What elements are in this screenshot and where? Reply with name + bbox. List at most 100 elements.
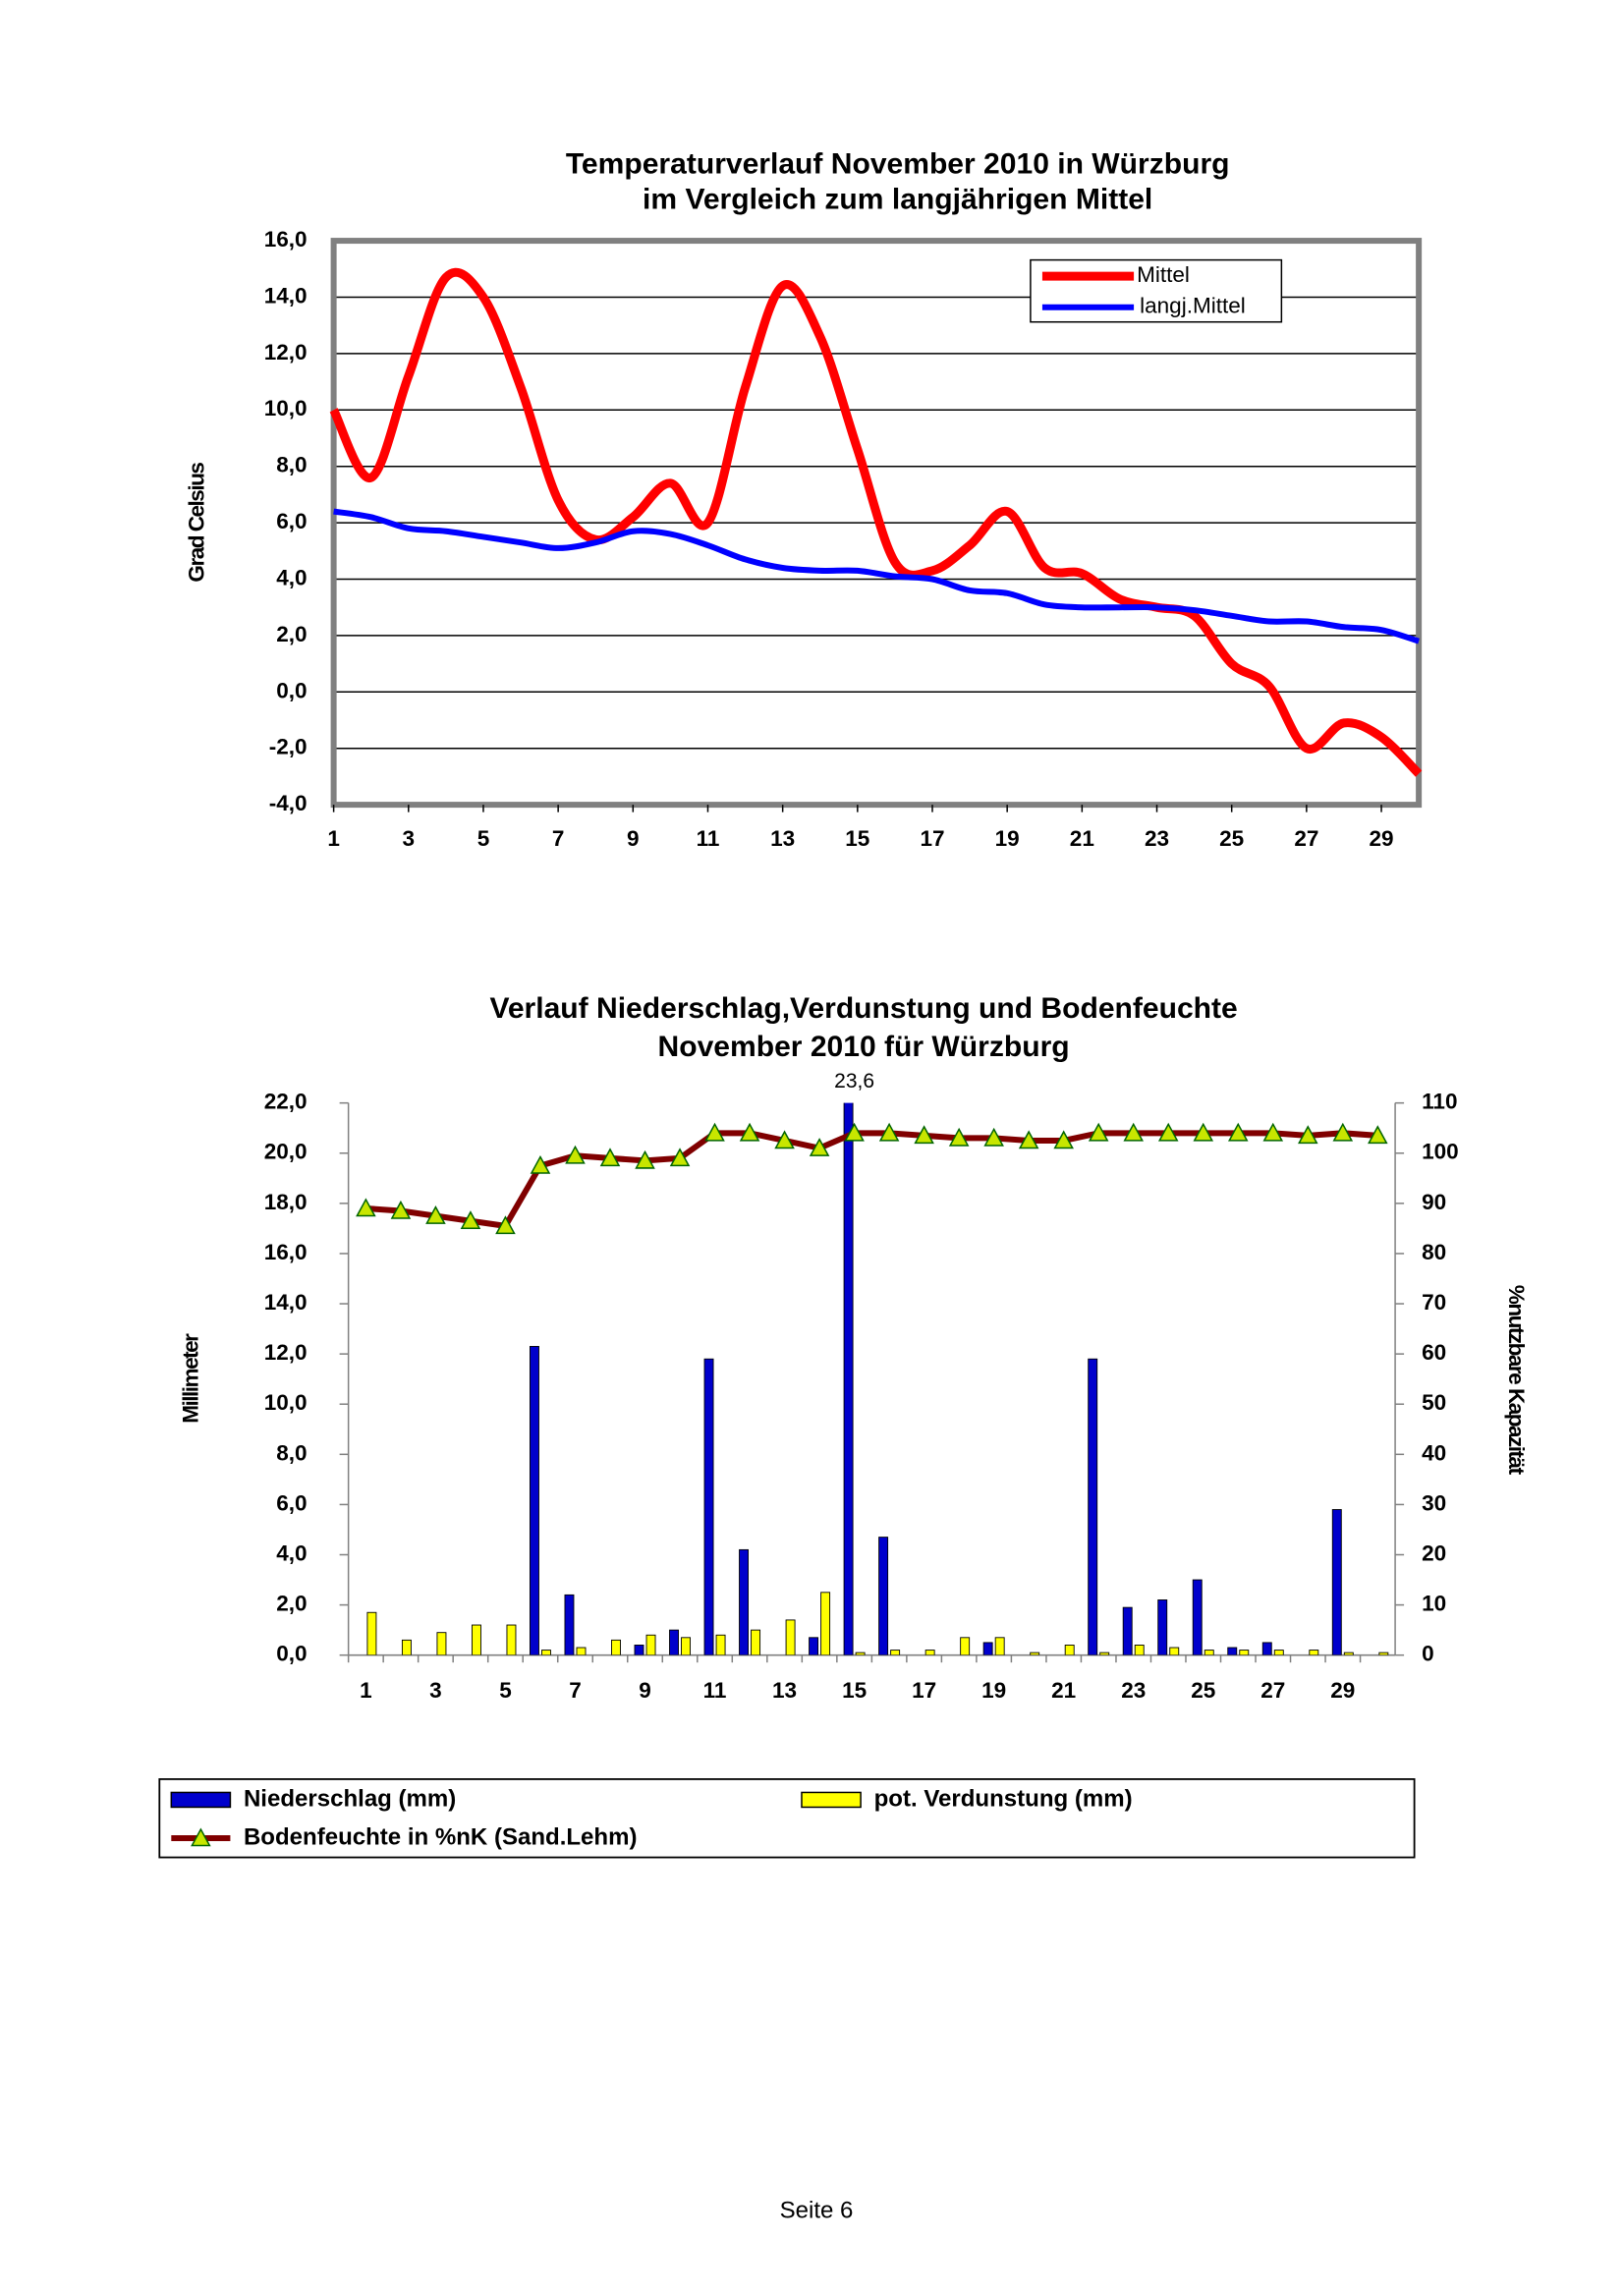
y-tick-label: 6,0 [276, 1490, 307, 1515]
x-tick-label: 23 [1121, 1678, 1146, 1703]
x-tick-label: 1 [360, 1678, 372, 1703]
bar [1169, 1647, 1180, 1655]
y2-tick-label: 100 [1422, 1140, 1459, 1164]
x-tick-label: 21 [1051, 1678, 1076, 1703]
series-line [365, 1130, 1378, 1230]
chart-subtitle: November 2010 für Würzburg [658, 1031, 1070, 1063]
y-tick-label: 22,0 [264, 1090, 308, 1114]
legend-label: langj.Mittel [1140, 294, 1246, 318]
line-marker [1298, 1125, 1318, 1145]
bar [1157, 1599, 1168, 1655]
y-axis-label: Millimeter [178, 1333, 202, 1424]
y-tick-label: 6,0 [276, 509, 307, 533]
bar [1030, 1652, 1040, 1655]
x-tick-label: 21 [1070, 826, 1094, 851]
legend-box [158, 1778, 1416, 1859]
bar [506, 1624, 517, 1655]
bar [1088, 1358, 1098, 1655]
line-marker [1193, 1122, 1214, 1142]
legend-label: pot. Verdunstung (mm) [874, 1785, 1133, 1812]
line-marker [1227, 1122, 1249, 1142]
line-marker [914, 1125, 934, 1145]
y2-tick-label: 0 [1422, 1642, 1434, 1666]
bar [960, 1637, 971, 1655]
y2-tick-label: 90 [1422, 1190, 1446, 1214]
y-tick-label: 8,0 [276, 453, 307, 477]
y-tick-label: -4,0 [269, 791, 308, 815]
bar [1099, 1652, 1110, 1655]
x-tick-label: 25 [1219, 826, 1244, 851]
data-label: 23,6 [834, 1070, 874, 1092]
bar [669, 1629, 679, 1655]
x-tick-label: 5 [499, 1678, 512, 1703]
bar [436, 1632, 447, 1655]
line-marker [356, 1198, 376, 1217]
x-tick-label: 13 [770, 826, 795, 851]
line-marker [704, 1122, 725, 1142]
y2-tick-label: 50 [1422, 1390, 1446, 1415]
y2-tick-label: 40 [1422, 1440, 1446, 1465]
bar [634, 1645, 644, 1655]
x-tick-label: 3 [429, 1678, 442, 1703]
x-tick-label: 17 [912, 1678, 936, 1703]
bar [1261, 1642, 1272, 1655]
bar [890, 1650, 901, 1655]
y-tick-label: 4,0 [276, 565, 307, 589]
line-marker [1157, 1122, 1179, 1142]
x-tick-label: 7 [552, 826, 565, 851]
legend-label: Bodenfeuchte in %nK (Sand.Lehm) [244, 1823, 638, 1850]
plot-frame [330, 238, 1423, 809]
line-marker [530, 1154, 551, 1174]
x-tick-label: 15 [845, 826, 869, 851]
bar [924, 1650, 935, 1655]
x-tick-label: 9 [639, 1678, 651, 1703]
x-tick-label: 15 [842, 1678, 867, 1703]
bar [715, 1634, 726, 1655]
y2-axis-label: %nutzbare Kapazität [1504, 1285, 1529, 1476]
bar [1134, 1645, 1145, 1655]
x-tick-label: 5 [477, 826, 490, 851]
line-marker [565, 1145, 586, 1164]
legend-label: Mittel [1137, 262, 1190, 287]
x-tick-label: 27 [1260, 1678, 1285, 1703]
x-tick-label: 25 [1191, 1678, 1215, 1703]
line-marker [878, 1122, 900, 1142]
bar [820, 1592, 831, 1655]
x-tick-label: 29 [1370, 826, 1394, 851]
line-marker [1262, 1122, 1284, 1142]
y-tick-label: 12,0 [264, 1340, 308, 1365]
y-tick-label: 20,0 [264, 1140, 308, 1164]
bar [703, 1358, 714, 1655]
legend-label: Niederschlag (mm) [244, 1785, 456, 1812]
y-tick-label: 16,0 [264, 227, 308, 252]
line-marker [495, 1215, 516, 1235]
line-marker [948, 1127, 970, 1147]
y-tick-label: 0,0 [276, 1642, 307, 1666]
line-marker [1123, 1122, 1145, 1142]
line-marker [844, 1122, 865, 1142]
bar [611, 1639, 621, 1655]
x-tick-label: 11 [697, 826, 720, 851]
bar [366, 1611, 377, 1655]
line-marker [1088, 1122, 1109, 1142]
line-marker [739, 1122, 760, 1142]
x-tick-label: 17 [920, 826, 944, 851]
bar [1227, 1647, 1238, 1655]
y-tick-label: 2,0 [276, 622, 307, 646]
chart-title: Verlauf Niederschlag,Verdunstung und Bod… [489, 992, 1237, 1025]
bar [1343, 1652, 1354, 1655]
line-marker [599, 1148, 621, 1167]
bar [1064, 1645, 1075, 1655]
y-tick-label: 10,0 [264, 396, 308, 420]
line-marker [460, 1210, 481, 1229]
y-tick-label: 14,0 [264, 1290, 308, 1315]
bar [878, 1537, 889, 1655]
x-tick-label: 23 [1145, 826, 1169, 851]
x-tick-label: 19 [981, 1678, 1006, 1703]
y2-tick-label: 30 [1422, 1490, 1446, 1515]
bar [645, 1634, 656, 1655]
y2-tick-label: 10 [1422, 1592, 1446, 1616]
legend-swatch [801, 1791, 862, 1809]
